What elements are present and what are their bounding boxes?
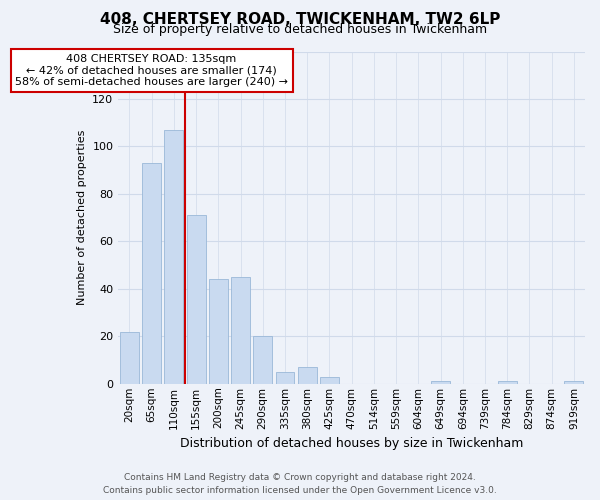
Bar <box>431 382 450 384</box>
Bar <box>120 332 139 384</box>
Bar <box>209 280 228 384</box>
Bar <box>565 382 583 384</box>
Bar <box>142 163 161 384</box>
Y-axis label: Number of detached properties: Number of detached properties <box>77 130 87 306</box>
Bar <box>320 376 339 384</box>
X-axis label: Distribution of detached houses by size in Twickenham: Distribution of detached houses by size … <box>180 437 523 450</box>
Bar <box>164 130 183 384</box>
Bar <box>498 382 517 384</box>
Text: 408 CHERTSEY ROAD: 135sqm
← 42% of detached houses are smaller (174)
58% of semi: 408 CHERTSEY ROAD: 135sqm ← 42% of detac… <box>15 54 288 87</box>
Bar <box>253 336 272 384</box>
Text: 408, CHERTSEY ROAD, TWICKENHAM, TW2 6LP: 408, CHERTSEY ROAD, TWICKENHAM, TW2 6LP <box>100 12 500 28</box>
Bar <box>275 372 295 384</box>
Text: Contains HM Land Registry data © Crown copyright and database right 2024.
Contai: Contains HM Land Registry data © Crown c… <box>103 473 497 495</box>
Bar <box>187 216 206 384</box>
Bar <box>231 277 250 384</box>
Bar <box>298 367 317 384</box>
Text: Size of property relative to detached houses in Twickenham: Size of property relative to detached ho… <box>113 22 487 36</box>
